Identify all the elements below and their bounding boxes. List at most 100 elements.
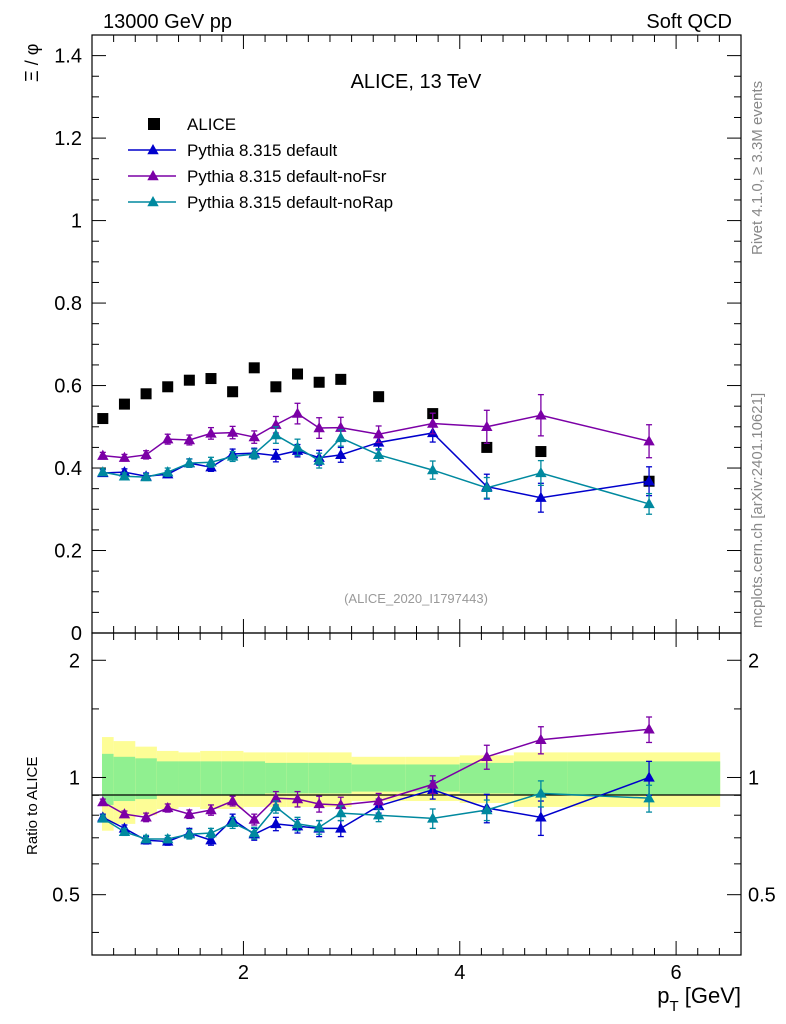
main-noFsr-point	[643, 435, 655, 446]
ratio-y-tick-label-right: 1	[748, 767, 759, 789]
main-default-point	[270, 449, 282, 460]
ratio-y-tick-label-right: 2	[748, 650, 759, 672]
ratio-noFsr-point	[313, 797, 325, 809]
y-tick-label: 0.4	[54, 458, 82, 480]
alice-data-point	[270, 381, 282, 393]
ratio-noRap-point	[205, 827, 217, 838]
main-noFsr-point	[140, 448, 152, 460]
band-inner-segment	[113, 756, 136, 802]
ratio-noRap-point	[643, 792, 655, 803]
main-noRap-point	[118, 470, 131, 481]
legend-default-label: Pythia 8.315 default	[187, 141, 338, 160]
ratio-noRap-point	[183, 828, 196, 839]
ratio-noFsr-point	[643, 723, 655, 734]
legend-noFsr-label: Pythia 8.315 default-noFsr	[187, 167, 387, 186]
ratio-noFsr-point	[535, 733, 547, 744]
x-tick-label: 4	[454, 962, 465, 984]
ratio-noFsr-point	[372, 795, 385, 806]
ratio-noRap-point	[118, 825, 131, 837]
main-noRap-point	[335, 431, 347, 443]
x-tick-label: 6	[671, 962, 682, 984]
main-noFsr-point	[118, 451, 131, 462]
ratio-y-axis-title: Ratio to ALICE	[24, 757, 41, 855]
ratio-noFsr-point	[118, 808, 131, 819]
ratio-noRap-point	[313, 821, 325, 832]
y-tick-label: 1.4	[54, 46, 82, 68]
alice-data-point	[162, 381, 174, 393]
main-noFsr-point	[248, 431, 260, 442]
ratio-noRap-point	[535, 787, 547, 798]
alice-data-point	[248, 362, 260, 374]
main-noRap-point	[427, 464, 439, 475]
alice-data-point	[227, 386, 239, 398]
ratio-noRap-point	[226, 816, 239, 827]
y-tick-label: 1.2	[54, 128, 82, 150]
ratio-y-tick-label: 0.5	[52, 885, 80, 907]
ratio-noRap-point	[140, 833, 152, 844]
main-noFsr-point	[183, 433, 196, 445]
alice-data-point	[373, 391, 385, 403]
main-noRap-point	[140, 471, 152, 482]
ratio-noFsr-point	[205, 804, 217, 815]
main-default-point	[643, 475, 655, 486]
ratio-noFsr-point	[226, 795, 239, 806]
y-axis-title: Ξ / φ	[22, 44, 42, 82]
legend-alice-marker	[148, 118, 160, 130]
main-noFsr-point	[481, 420, 493, 431]
alice-data-point	[118, 398, 130, 410]
main-noRap-point	[248, 448, 260, 459]
ratio-series-layer	[97, 716, 655, 846]
band-inner-segment	[102, 753, 114, 805]
main-noFsr-point	[313, 422, 325, 433]
main-noFsr-point	[205, 427, 217, 438]
band-inner-segment	[135, 758, 157, 800]
y-tick-label: 1	[71, 211, 82, 233]
main-noFsr-point	[162, 433, 174, 444]
main-noRap-point	[291, 441, 304, 452]
category-label: Soft QCD	[646, 11, 732, 33]
alice-data-point	[97, 413, 109, 425]
main-noFsr-point	[372, 428, 385, 439]
main-plot-panel: 0 0.2 0.4 0.6 0.8 1 1.2 1.4 ALICE, 13 TeV (ALIC…	[22, 34, 742, 645]
band-inner-segment	[221, 761, 244, 796]
ratio-y-tick-label-right: 0.5	[748, 885, 776, 907]
ratio-noRap-point	[97, 812, 109, 823]
ratio-noFsr-point	[97, 796, 109, 807]
main-noRap-point	[372, 448, 385, 460]
ratio-noFsr-point	[291, 793, 304, 804]
ratio-noRap-point	[372, 809, 385, 820]
y-tick-label: 0.2	[54, 541, 82, 563]
ratio-axes-ticks: 2 4 6 0.5 0.5 1 1 2 2	[52, 633, 776, 984]
main-noFsr-point	[226, 426, 239, 437]
legend: ALICE Pythia 8.315 default Pythia 8.315 de…	[128, 115, 393, 212]
band-inner-segment	[308, 762, 330, 794]
y-tick-label: 0.8	[54, 293, 82, 315]
ratio-y-tick-label: 2	[69, 650, 80, 672]
ratio-noFsr-point	[427, 778, 439, 789]
main-noRap-point	[481, 481, 493, 493]
ratio-noFsr-point	[481, 750, 493, 762]
y-tick-label: 0.6	[54, 376, 82, 398]
main-noFsr-point	[427, 417, 439, 428]
ratio-noFsr-point	[335, 798, 347, 810]
ratio-noRap-point	[248, 827, 260, 838]
band-inner-segment	[286, 762, 309, 794]
y-tick-label: 0	[71, 623, 82, 645]
ratio-y-tick-label: 1	[69, 767, 80, 789]
main-noRap-point	[205, 456, 217, 467]
main-noRap-point	[643, 497, 655, 509]
band-inner-segment	[567, 761, 721, 796]
ratio-noFsr-point	[162, 801, 174, 813]
band-inner-segment	[329, 762, 352, 794]
band-inner-segment	[243, 761, 266, 796]
alice-data-point	[335, 373, 347, 385]
analysis-tag: (ALICE_2020_I1797443)	[344, 591, 488, 606]
legend-noFsr-marker	[147, 170, 159, 181]
main-noFsr-point	[535, 409, 547, 420]
band-inner-segment	[200, 761, 222, 796]
plot-title: ALICE, 13 TeV	[351, 71, 482, 93]
ratio-noRap-point	[481, 804, 493, 815]
main-axes-ticks: 0 0.2 0.4 0.6 0.8 1 1.2 1.4	[54, 34, 742, 645]
main-noRap-point	[97, 466, 109, 477]
